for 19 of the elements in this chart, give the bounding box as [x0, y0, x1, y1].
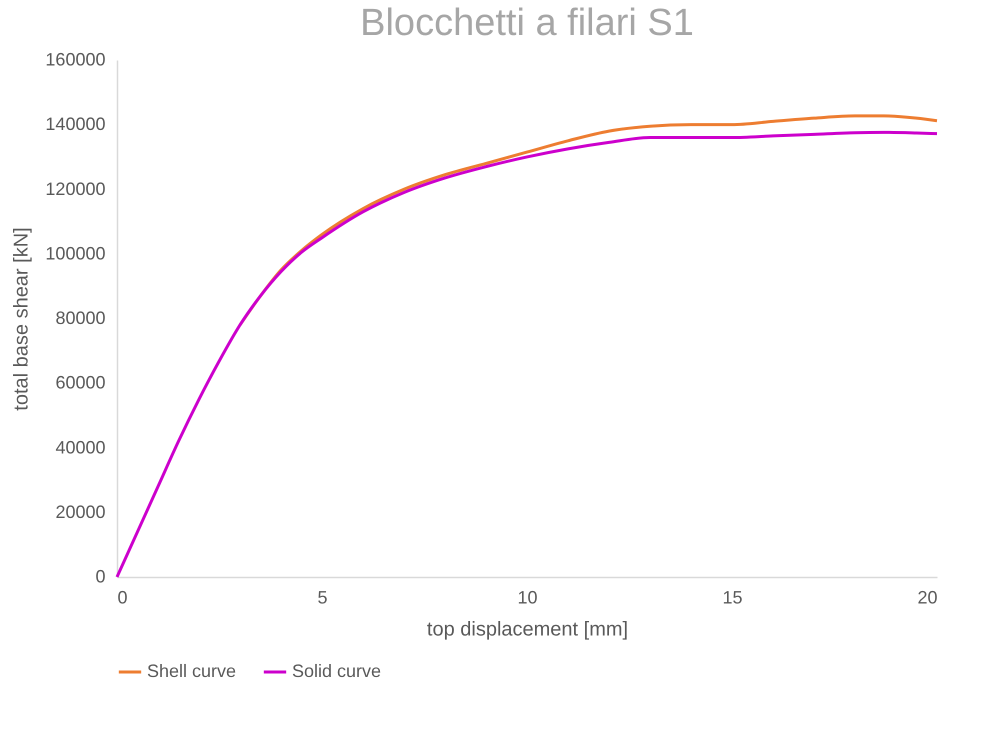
x-tick-label: 15: [722, 588, 743, 608]
x-axis-title: top displacement [mm]: [426, 618, 628, 640]
legend-label: Shell curve: [147, 661, 236, 681]
y-tick-label: 140000: [45, 114, 106, 134]
y-axis-title: total base shear [kN]: [10, 227, 32, 411]
y-tick-label: 0: [95, 566, 106, 586]
y-tick-label: 40000: [55, 437, 106, 458]
x-tick-label: 10: [517, 588, 538, 608]
legend-label: Solid curve: [292, 661, 382, 681]
y-tick-label: 20000: [55, 502, 106, 522]
y-tick-label: 80000: [55, 308, 106, 328]
x-tick-label: 20: [917, 588, 938, 608]
y-tick-label: 100000: [45, 243, 106, 264]
x-tick-label: 5: [317, 588, 328, 608]
y-tick-label: 60000: [55, 372, 106, 393]
y-tick-label: 120000: [45, 178, 106, 199]
x-tick-label: 0: [118, 588, 128, 608]
chart-title: Blocchetti a filari S1: [360, 2, 694, 44]
y-tick-label: 160000: [45, 50, 106, 70]
